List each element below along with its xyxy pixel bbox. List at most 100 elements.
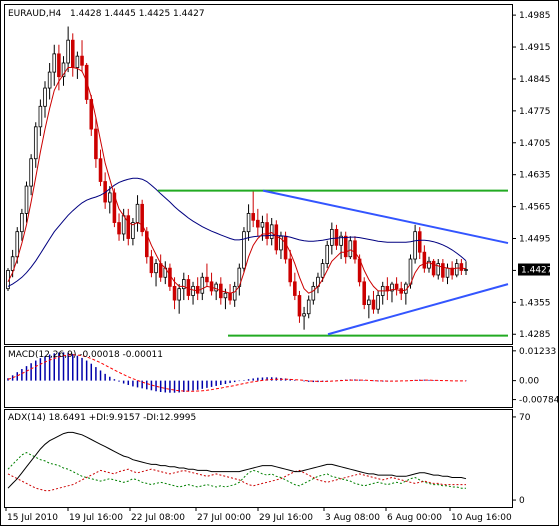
macd-axis: 0.01233 0.00 -0.00784 <box>512 347 559 406</box>
candle-body <box>66 39 70 64</box>
price-tick-label: 1.4565 <box>519 203 551 213</box>
candle-body <box>20 213 24 233</box>
candle-body <box>441 263 445 278</box>
macd-label: MACD(12,26,9) -0.00018 -0.00011 <box>8 350 163 360</box>
candle-body <box>228 292 232 301</box>
candle-body <box>94 128 98 160</box>
candle-body <box>70 39 75 68</box>
symbol-label: EURAUD,H4 <box>8 9 61 19</box>
candle-body <box>140 203 144 233</box>
adx-tick-label: 70 <box>519 413 531 423</box>
adx-main-line <box>7 431 467 489</box>
candle-body <box>371 299 376 310</box>
candle-body <box>256 219 260 228</box>
candle-body <box>454 263 459 276</box>
candle-body <box>339 235 343 246</box>
candle-body <box>297 295 302 317</box>
triangle-upper-line <box>262 189 509 245</box>
price-overlays <box>7 67 509 337</box>
candle-body <box>144 231 149 258</box>
candle-body <box>367 299 371 306</box>
price-tick-label: 1.4635 <box>519 171 551 181</box>
price-tick-label: 1.4775 <box>519 107 551 117</box>
candle-body <box>182 279 186 290</box>
candle-body <box>172 285 177 301</box>
candle-body <box>431 260 436 276</box>
candle-body <box>417 231 422 253</box>
macd-tick-label: 0.00 <box>519 377 539 387</box>
current-price-label: 1.4427 <box>521 266 553 276</box>
candle-body <box>75 55 80 68</box>
candle-body <box>131 222 135 239</box>
candle-body <box>251 213 255 221</box>
time-tick-label: 22 Jul 08:00 <box>131 513 185 523</box>
candle-body <box>61 62 66 78</box>
candle-body <box>200 276 205 294</box>
candle-body <box>311 285 316 301</box>
price-tick-label: 1.4355 <box>519 298 551 308</box>
candle-body <box>436 263 441 276</box>
triangle-lower-line <box>327 283 509 336</box>
candle-body <box>126 215 131 239</box>
candle-body <box>445 267 450 278</box>
adx-label: ADX(14) 18.6491 +DI:9.9157 -DI:12.9995 <box>8 413 196 423</box>
candle-body <box>376 295 380 310</box>
price-tick-label: 1.4845 <box>519 75 551 85</box>
candle-body <box>191 285 195 296</box>
adx-lines <box>7 431 467 492</box>
current-price-marker: 1.4427 <box>518 263 553 276</box>
macd-tick-label: -0.00784 <box>519 396 559 406</box>
candle-body <box>343 235 348 258</box>
macd-pane-frame <box>4 346 513 408</box>
candle-body <box>413 231 417 260</box>
candle-body <box>394 283 399 290</box>
adx-axis: 70 0 <box>512 413 531 506</box>
candle-body <box>112 192 117 223</box>
candle-body <box>288 258 292 283</box>
price-tick-label: 1.4915 <box>519 43 551 53</box>
current-price-box <box>518 263 550 276</box>
candle-body <box>57 53 61 78</box>
candle-body <box>260 222 265 228</box>
time-tick-label: 27 Jul 00:00 <box>197 513 251 523</box>
candle-body <box>464 269 468 271</box>
candle-body <box>38 105 43 128</box>
candle-body <box>320 263 325 278</box>
time-tick-label: 6 Aug 00:00 <box>387 513 442 523</box>
candle-body <box>427 260 431 269</box>
price-tick-label: 1.4285 <box>519 330 551 340</box>
price-tick-label: 1.4705 <box>519 139 551 149</box>
candle-body <box>195 285 200 294</box>
candle-body <box>293 281 297 296</box>
macd-signal-line <box>7 354 466 392</box>
candle-body <box>353 240 357 260</box>
candle-body <box>209 281 214 292</box>
candle-body <box>459 263 464 271</box>
ma-slow-line <box>7 177 467 287</box>
macd-histogram <box>7 352 467 393</box>
candle-body <box>33 126 38 160</box>
candle-body <box>89 99 94 130</box>
candle-body <box>98 158 103 182</box>
time-tick-label: 29 Jul 16:00 <box>259 513 313 523</box>
candle-body <box>422 251 427 269</box>
price-tick-label: 1.4985 <box>519 11 551 21</box>
adx-tick-label: 0 <box>519 496 525 506</box>
candle-body <box>177 288 181 301</box>
candle-body <box>117 222 121 235</box>
candle-body <box>214 283 218 292</box>
candle-body <box>362 281 367 306</box>
candle-body <box>10 256 15 271</box>
macd-signal <box>7 354 466 392</box>
ohlc-label: 1.4428 1.4445 1.4425 1.4427 <box>70 9 205 19</box>
candle-body <box>306 299 311 315</box>
candle-body <box>274 224 279 251</box>
candle-body <box>149 256 154 274</box>
candle-body <box>334 228 339 246</box>
candle-body <box>107 192 112 203</box>
candle-body <box>302 313 306 317</box>
candle-body <box>15 231 20 258</box>
candle-body <box>43 87 47 107</box>
time-tick-label: 15 Jul 2010 <box>7 513 58 523</box>
